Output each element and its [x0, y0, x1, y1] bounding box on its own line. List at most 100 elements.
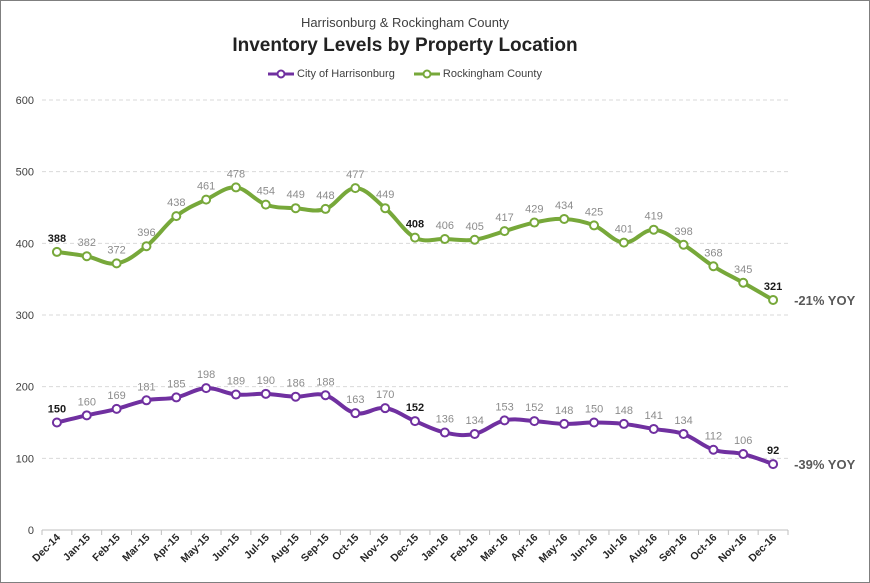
data-label-harrisonburg: 134 [674, 415, 692, 427]
data-point-rockingham [708, 261, 719, 272]
data-point-harrisonburg [141, 395, 152, 406]
data-label-harrisonburg: 141 [645, 410, 663, 422]
x-tick-label: Mar-16 [478, 532, 511, 565]
data-point-harrisonburg [708, 444, 719, 455]
x-tick-label: Sep-15 [299, 532, 332, 565]
x-tick-label: Oct-15 [330, 532, 362, 564]
data-label-rockingham: 429 [525, 204, 543, 216]
x-tick-label: May-16 [537, 532, 571, 566]
data-label-harrisonburg: 148 [555, 405, 573, 417]
data-label-harrisonburg: 170 [376, 389, 394, 401]
data-point-rockingham [410, 232, 420, 243]
data-label-harrisonburg: 136 [436, 414, 454, 426]
data-point-rockingham [320, 203, 331, 214]
data-label-harrisonburg: 190 [257, 375, 275, 387]
data-label-rockingham: 417 [495, 212, 513, 224]
data-point-rockingham [51, 246, 62, 257]
data-point-harrisonburg [589, 417, 600, 428]
x-tick-label: Apr-16 [508, 532, 540, 564]
x-tick-label: Jan-15 [61, 532, 93, 564]
data-label-rockingham: 372 [107, 244, 125, 256]
series-line-harrisonburg [56, 386, 774, 466]
data-point-rockingham [678, 239, 689, 250]
data-point-rockingham [350, 183, 361, 194]
legend-item-harrisonburg: City of Harrisonburg [268, 68, 395, 80]
data-label-harrisonburg: 181 [137, 381, 155, 393]
x-tick-label: Apr-15 [150, 532, 182, 564]
x-tick-label: Jan-16 [419, 532, 451, 564]
x-tick-label: Mar-15 [120, 532, 153, 565]
data-label-harrisonburg: 185 [167, 378, 185, 390]
x-tick-label: Dec-14 [30, 532, 63, 565]
data-point-rockingham [469, 234, 480, 245]
y-tick-label: 200 [16, 382, 34, 394]
data-point-rockingham [618, 237, 629, 248]
data-point-harrisonburg [111, 403, 122, 414]
data-label-harrisonburg: 148 [615, 405, 633, 417]
data-label-rockingham: 438 [167, 197, 185, 209]
data-label-rockingham: 449 [376, 189, 394, 201]
data-label-harrisonburg: 198 [197, 369, 215, 381]
data-label-harrisonburg: 188 [316, 376, 334, 388]
data-point-rockingham [589, 220, 600, 231]
y-tick-label: 100 [16, 453, 34, 465]
data-label-harrisonburg: 152 [525, 402, 543, 414]
data-point-harrisonburg [529, 416, 540, 427]
y-tick-label: 400 [16, 238, 34, 250]
data-point-harrisonburg [559, 418, 570, 429]
data-label-harrisonburg: 186 [286, 378, 304, 390]
data-label-harrisonburg: 112 [705, 431, 723, 443]
data-label-harrisonburg: 152 [406, 402, 424, 414]
x-tick-label: Jun-16 [568, 532, 601, 565]
data-point-harrisonburg [230, 389, 241, 400]
legend-swatch-rockingham [413, 69, 440, 79]
data-label-rockingham: 388 [48, 233, 66, 245]
data-point-harrisonburg [738, 449, 749, 460]
data-point-harrisonburg [618, 418, 629, 429]
data-point-harrisonburg [469, 428, 480, 439]
data-label-rockingham: 398 [674, 226, 692, 238]
data-label-rockingham: 406 [436, 220, 454, 232]
data-point-rockingham [290, 203, 301, 214]
x-tick-label: Dec-16 [746, 532, 779, 565]
x-tick-label: Feb-16 [448, 532, 481, 565]
x-tick-label: Nov-15 [358, 532, 391, 565]
data-point-harrisonburg [51, 417, 62, 428]
yoy-annotation-harrisonburg: -39% YOY [794, 457, 856, 472]
data-point-rockingham [738, 277, 749, 288]
data-label-rockingham: 321 [764, 281, 782, 293]
data-label-rockingham: 478 [227, 168, 245, 180]
y-tick-label: 500 [16, 167, 34, 179]
data-point-harrisonburg [648, 423, 659, 434]
data-point-harrisonburg [81, 410, 92, 421]
data-point-rockingham [260, 199, 271, 210]
data-point-harrisonburg [439, 427, 450, 438]
data-label-harrisonburg: 153 [495, 401, 513, 413]
data-point-harrisonburg [678, 428, 689, 439]
x-tick-label: Jun-15 [210, 532, 243, 565]
legend: City of Harrisonburg Rockingham County [0, 68, 810, 82]
data-point-rockingham [529, 217, 540, 228]
y-tick-label: 0 [28, 525, 34, 537]
data-label-harrisonburg: 150 [48, 404, 66, 416]
data-point-harrisonburg [350, 408, 361, 419]
data-point-harrisonburg [410, 416, 420, 427]
data-label-harrisonburg: 92 [767, 445, 779, 457]
data-label-harrisonburg: 134 [466, 415, 484, 427]
data-label-harrisonburg: 189 [227, 376, 245, 388]
chart-subtitle: Harrisonburg & Rockingham County [300, 15, 510, 30]
data-point-rockingham [499, 226, 510, 237]
data-point-rockingham [81, 251, 92, 262]
data-label-rockingham: 396 [137, 227, 155, 239]
data-label-rockingham: 405 [466, 221, 484, 233]
data-point-rockingham [201, 194, 212, 205]
x-tick-label: May-15 [179, 532, 213, 566]
data-point-harrisonburg [768, 459, 779, 470]
data-point-rockingham [380, 203, 391, 214]
data-label-harrisonburg: 106 [734, 435, 752, 447]
chart-title: Inventory Levels by Property Location [232, 35, 578, 56]
data-point-harrisonburg [201, 383, 212, 394]
data-point-harrisonburg [171, 392, 182, 403]
data-label-rockingham: 408 [406, 219, 424, 231]
